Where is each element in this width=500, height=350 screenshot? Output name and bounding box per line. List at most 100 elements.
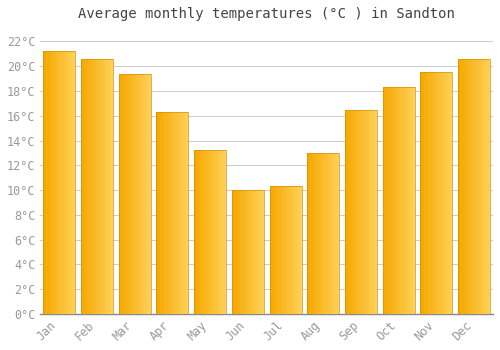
Bar (398, 87, 400, 314)
Bar (148, 74, 149, 314)
Bar (402, 87, 404, 314)
Bar (466, 59, 468, 314)
Bar (290, 186, 292, 314)
Bar (413, 87, 415, 314)
Bar (43, 51, 44, 314)
Bar (124, 74, 125, 314)
Bar (479, 59, 480, 314)
Bar (133, 74, 134, 314)
Bar (482, 59, 484, 314)
Bar (202, 150, 203, 314)
Bar (244, 190, 246, 314)
Bar (286, 186, 287, 314)
Bar (223, 150, 224, 314)
Bar (362, 110, 364, 314)
Bar (396, 87, 397, 314)
Bar (434, 72, 435, 314)
Bar (51, 51, 53, 314)
Bar (463, 59, 464, 314)
Bar (317, 153, 318, 314)
Bar (364, 110, 366, 314)
Bar (118, 74, 150, 314)
Bar (338, 153, 340, 314)
Bar (156, 112, 158, 314)
Bar (287, 186, 289, 314)
Bar (484, 59, 486, 314)
Bar (271, 186, 272, 314)
Bar (366, 110, 368, 314)
Bar (204, 150, 206, 314)
Bar (432, 72, 434, 314)
Bar (436, 72, 438, 314)
Bar (407, 87, 408, 314)
Bar (451, 72, 452, 314)
Bar (446, 72, 448, 314)
Bar (382, 87, 415, 314)
Bar (480, 59, 482, 314)
Bar (358, 110, 360, 314)
Bar (464, 59, 466, 314)
Bar (208, 150, 210, 314)
Bar (345, 110, 346, 314)
Bar (132, 74, 133, 314)
Bar (262, 190, 264, 314)
Bar (54, 51, 56, 314)
Bar (350, 110, 352, 314)
Bar (428, 72, 430, 314)
Bar (324, 153, 325, 314)
Bar (404, 87, 405, 314)
Bar (333, 153, 334, 314)
Bar (424, 72, 425, 314)
Bar (280, 186, 282, 314)
Bar (74, 51, 75, 314)
Bar (246, 190, 248, 314)
Bar (112, 59, 113, 314)
Bar (397, 87, 398, 314)
Bar (307, 153, 309, 314)
Bar (43, 51, 75, 314)
Bar (102, 59, 103, 314)
Bar (289, 186, 290, 314)
Bar (488, 59, 490, 314)
Bar (384, 87, 386, 314)
Bar (61, 51, 62, 314)
Bar (177, 112, 179, 314)
Bar (425, 72, 427, 314)
Bar (56, 51, 58, 314)
Bar (292, 186, 294, 314)
Bar (140, 74, 141, 314)
Bar (207, 150, 208, 314)
Bar (372, 110, 374, 314)
Bar (232, 190, 234, 314)
Bar (307, 153, 340, 314)
Bar (345, 110, 377, 314)
Bar (258, 190, 259, 314)
Bar (149, 74, 150, 314)
Bar (388, 87, 389, 314)
Bar (430, 72, 432, 314)
Bar (97, 59, 98, 314)
Bar (370, 110, 372, 314)
Bar (69, 51, 70, 314)
Bar (295, 186, 297, 314)
Bar (394, 87, 396, 314)
Bar (310, 153, 312, 314)
Bar (254, 190, 256, 314)
Bar (169, 112, 171, 314)
Bar (176, 112, 177, 314)
Bar (462, 59, 463, 314)
Bar (272, 186, 274, 314)
Bar (309, 153, 310, 314)
Bar (356, 110, 358, 314)
Bar (130, 74, 132, 314)
Bar (279, 186, 280, 314)
Bar (194, 150, 226, 314)
Bar (104, 59, 105, 314)
Bar (486, 59, 487, 314)
Bar (420, 72, 452, 314)
Bar (298, 186, 300, 314)
Bar (382, 87, 384, 314)
Bar (222, 150, 223, 314)
Bar (284, 186, 286, 314)
Bar (84, 59, 86, 314)
